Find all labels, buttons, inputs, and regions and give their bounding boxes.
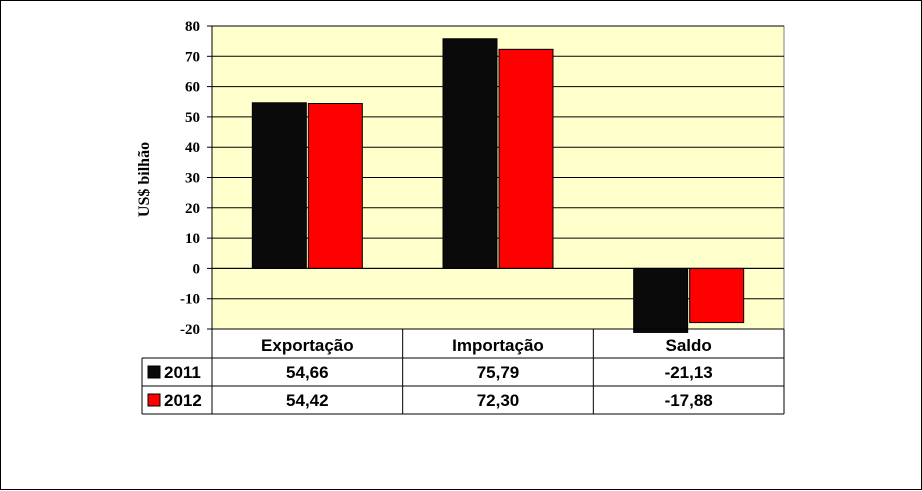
legend-label: 2011 (164, 363, 201, 382)
data-label: 75,79 (477, 363, 520, 382)
bar-2011-1 (442, 38, 498, 269)
bar-2011-2 (633, 267, 689, 333)
category-label: Saldo (666, 336, 712, 355)
category-label: Importação (452, 336, 544, 355)
category-label: Exportação (261, 336, 354, 355)
y-tick-label: 40 (185, 140, 200, 156)
y-tick-label: 30 (185, 171, 200, 187)
bars (251, 38, 745, 333)
y-tick-label: -20 (180, 322, 200, 338)
y-tick-label: 50 (185, 110, 200, 126)
data-label: -21,13 (665, 363, 713, 382)
data-label: 72,30 (477, 391, 520, 410)
data-label: -17,88 (665, 391, 713, 410)
data-label: 54,66 (286, 363, 329, 382)
bar-2012-1 (498, 48, 554, 269)
y-axis-ticks: 80 70 60 50 40 30 20 10 0 -10 -20 (180, 19, 212, 338)
y-tick-label: 0 (193, 261, 201, 277)
legend-swatch-2012 (147, 393, 161, 407)
y-tick-label: 80 (185, 19, 200, 35)
data-table: Exportação Importação Saldo 2011 54,66 75,79 -… (141, 328, 785, 415)
legend-swatch-2011 (147, 365, 161, 379)
legend-label: 2012 (164, 391, 202, 410)
y-axis-label: US$ bilhão (136, 142, 153, 217)
y-tick-label: 10 (185, 231, 200, 247)
y-tick-label: 60 (185, 80, 200, 96)
y-tick-label: 70 (185, 49, 200, 65)
y-tick-label: 20 (185, 201, 200, 217)
bar-2012-2 (689, 267, 745, 324)
bar-2011-0 (251, 102, 307, 269)
bar-2012-0 (307, 103, 363, 269)
axes (211, 26, 784, 329)
y-tick-label: -10 (180, 292, 200, 308)
data-label: 54,42 (286, 391, 329, 410)
